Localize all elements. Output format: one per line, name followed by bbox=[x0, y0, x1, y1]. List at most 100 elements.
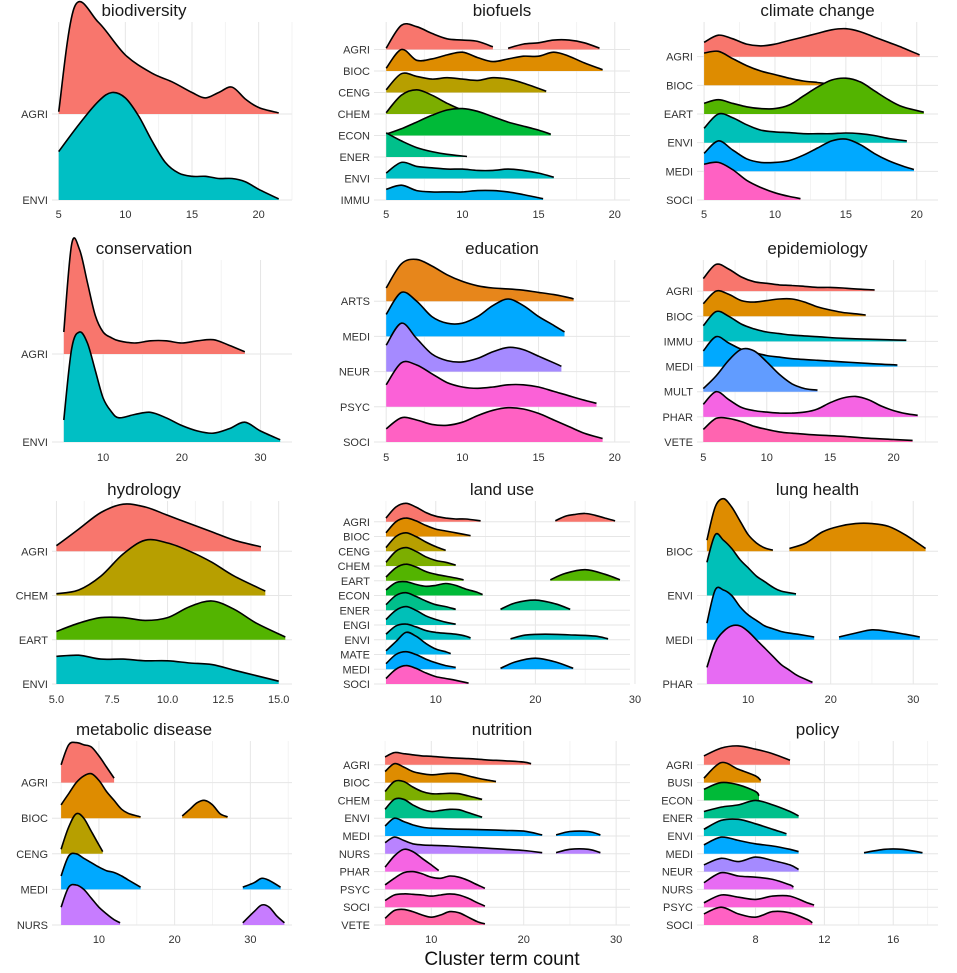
x-tick-label: 20 bbox=[911, 209, 923, 221]
category-label: AGRI bbox=[21, 546, 48, 558]
ridge-line bbox=[384, 848, 440, 872]
ridge-area bbox=[703, 417, 913, 442]
ridge-EART bbox=[385, 563, 621, 581]
ridge-area bbox=[703, 836, 799, 854]
ridge-CHEM bbox=[384, 779, 483, 801]
ridge-line bbox=[555, 830, 601, 836]
ridge-line bbox=[706, 586, 815, 638]
ridge-VETE bbox=[384, 908, 486, 925]
ridge-line bbox=[60, 812, 104, 852]
category-label: BUSI bbox=[667, 778, 693, 790]
category-label: MEDI bbox=[666, 635, 694, 647]
category-label: AGRI bbox=[21, 778, 48, 790]
category-label: ENVI bbox=[22, 437, 48, 449]
x-tick-label: 5.0 bbox=[49, 694, 64, 706]
ridge-BIOC bbox=[702, 289, 866, 317]
ridge-area bbox=[182, 800, 228, 819]
ridge-line bbox=[385, 591, 456, 611]
ridge-MEDI bbox=[385, 650, 574, 670]
ridge-line bbox=[703, 781, 760, 797]
category-label: PSYC bbox=[340, 402, 370, 414]
category-label: PSYC bbox=[663, 902, 693, 914]
ridge-ENVI bbox=[706, 532, 797, 596]
category-label: MULT bbox=[664, 387, 693, 399]
ridge-area bbox=[56, 655, 279, 684]
category-label: BIOC bbox=[343, 532, 370, 544]
ridge-line bbox=[60, 852, 142, 888]
category-label: ENVI bbox=[667, 138, 693, 150]
x-tick-label: 10 bbox=[97, 452, 109, 464]
ridge-area bbox=[58, 1, 279, 115]
ridge-PHAR bbox=[706, 624, 813, 684]
category-label: EART bbox=[19, 635, 48, 647]
ridge-line bbox=[55, 503, 262, 548]
category-label: ENER bbox=[662, 813, 693, 825]
ridge-line bbox=[385, 563, 464, 581]
ridge-line bbox=[63, 331, 281, 441]
ridge-area bbox=[385, 818, 543, 836]
panel-land-use: AGRI BIOC CENG CHEM EART ECON ENER ENGI ENVI MATE… bbox=[338, 480, 641, 706]
ridge-line bbox=[706, 532, 797, 595]
ridge-line bbox=[702, 289, 866, 316]
category-label: EART bbox=[664, 109, 693, 121]
ridge-line bbox=[702, 390, 918, 417]
x-tick-label: 15 bbox=[532, 452, 544, 464]
ridge-AGRI bbox=[703, 27, 920, 57]
x-tick-label: 15 bbox=[532, 209, 544, 221]
panel-title: lung health bbox=[776, 480, 859, 499]
ridge-area bbox=[386, 532, 446, 552]
category-label: ENER bbox=[339, 605, 370, 617]
x-tick-label: 20 bbox=[169, 934, 181, 946]
ridge-line bbox=[181, 799, 228, 818]
category-label: NURS bbox=[662, 884, 693, 896]
ridge-area bbox=[704, 138, 914, 172]
category-label: BIOC bbox=[666, 80, 693, 92]
category-label: VETE bbox=[341, 920, 370, 932]
ridge-ENVI bbox=[63, 331, 281, 442]
ridge-line bbox=[702, 310, 907, 341]
x-tick-label: 8 bbox=[752, 934, 758, 946]
panel-title: education bbox=[465, 239, 539, 258]
ridge-area bbox=[706, 625, 813, 684]
ridge-BIOC bbox=[706, 497, 927, 552]
ridge-PSYC bbox=[384, 870, 486, 890]
ridge-line bbox=[500, 657, 574, 670]
category-label: NEUR bbox=[339, 367, 370, 379]
ridge-line bbox=[510, 633, 609, 640]
ridge-line bbox=[385, 72, 547, 92]
category-label: BIOC bbox=[21, 813, 48, 825]
category-label: ENGI bbox=[343, 620, 370, 632]
panel-education: ARTS MEDI NEUR PSYC SOCI 5 10 15 20 education bbox=[339, 239, 630, 464]
ridge-line bbox=[789, 522, 927, 550]
ridge-CHEM bbox=[385, 546, 456, 566]
ridge-area bbox=[703, 745, 790, 765]
ridge-ECON bbox=[703, 781, 760, 801]
ridge-line bbox=[706, 497, 774, 551]
ridge-ENER bbox=[385, 132, 468, 158]
x-tick-label: 30 bbox=[254, 452, 266, 464]
ridge-line bbox=[384, 870, 486, 890]
category-label: CENG bbox=[16, 849, 48, 861]
ridge-area bbox=[706, 498, 773, 552]
category-label: ENVI bbox=[22, 195, 48, 207]
ridge-line bbox=[549, 568, 621, 581]
ridge-line bbox=[384, 762, 497, 783]
ridge-MATE bbox=[385, 631, 451, 655]
ridge-AGRI bbox=[702, 263, 875, 292]
ridge-CENG bbox=[60, 812, 104, 854]
category-label: ENVI bbox=[667, 831, 693, 843]
panel-title: land use bbox=[470, 480, 534, 499]
panel-title: climate change bbox=[760, 1, 874, 20]
ridge-area bbox=[386, 503, 481, 522]
ridge-line bbox=[56, 654, 279, 682]
ridge-area bbox=[56, 600, 286, 640]
ridge-line bbox=[385, 580, 483, 596]
ridge-MEDI bbox=[384, 817, 601, 836]
ridge-area bbox=[56, 503, 261, 552]
category-label: AGRI bbox=[666, 286, 693, 298]
category-label: BIOC bbox=[343, 778, 370, 790]
ridge-line bbox=[385, 322, 562, 368]
ridge-line bbox=[385, 258, 574, 300]
ridge-line bbox=[385, 605, 456, 625]
